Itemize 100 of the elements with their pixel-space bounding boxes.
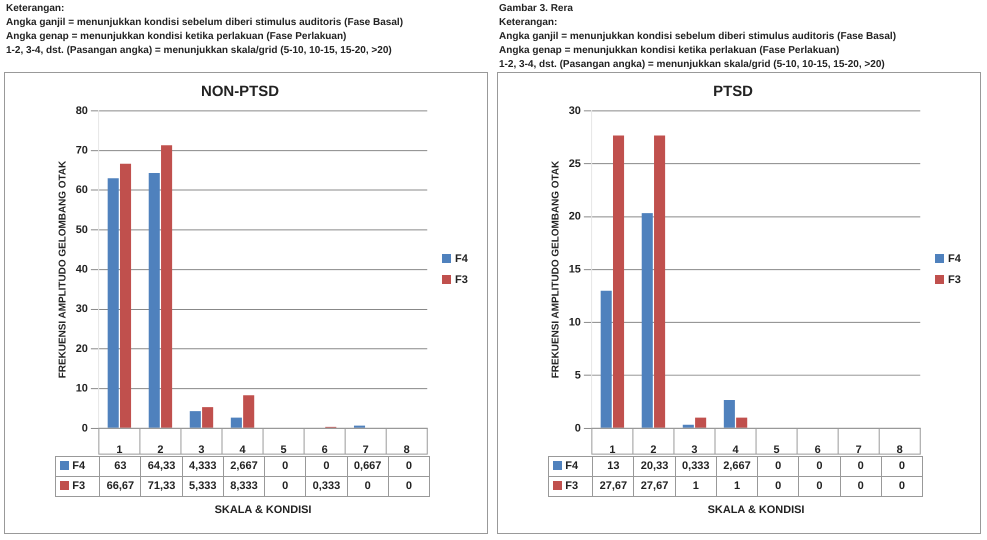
data-label: 1	[716, 476, 758, 496]
data-label: 0,333	[675, 456, 716, 476]
text: 1-2, 3-4, dst. (Pasangan angka) = menunjukkan skala/grid (5-10, 10-15, 15-20, >20)	[6, 44, 393, 58]
data-label: 13	[592, 456, 634, 476]
bar	[642, 213, 653, 428]
x-tick-label: 2	[157, 444, 164, 456]
legend-label: F4	[72, 460, 86, 472]
data-label: 0,667	[347, 456, 388, 476]
bar	[612, 135, 624, 428]
x-tick-label: 8	[404, 444, 410, 456]
bar	[202, 407, 214, 428]
x-tick-label: 3	[691, 444, 698, 456]
text: F4	[948, 253, 961, 266]
y-tick-label: 20	[568, 210, 581, 223]
y-tick-label: 0	[574, 422, 581, 434]
x-tick-label: 4	[732, 444, 740, 456]
y-tick-label: 25	[568, 158, 581, 170]
data-label: 5,333	[182, 476, 224, 496]
x-axis-title: SKALA & KONDISI	[708, 504, 804, 516]
bar	[600, 290, 612, 428]
text: Keterangan:	[499, 16, 558, 30]
bar	[695, 418, 706, 428]
y-tick-label: 40	[76, 264, 88, 276]
bar	[190, 411, 201, 428]
chart-title: NON-PTSD	[201, 83, 280, 100]
data-label: 0	[840, 456, 882, 476]
data-label: 0	[388, 456, 430, 476]
bar	[230, 418, 242, 428]
data-label: 0	[798, 476, 840, 496]
data-label: 27,67	[592, 476, 634, 496]
text: Keterangan:	[6, 2, 66, 16]
bar	[736, 418, 748, 428]
y-tick-label: 10	[76, 382, 88, 395]
data-label: 0	[264, 476, 306, 496]
x-tick-label: 5	[280, 444, 287, 456]
data-label: 27,67	[634, 476, 676, 496]
data-label: 8,333	[223, 476, 265, 496]
data-label: 0,333	[306, 476, 348, 496]
y-tick-label: 10	[568, 316, 581, 328]
x-tick-label: 6	[814, 444, 821, 456]
x-tick-label: 7	[362, 444, 369, 456]
legend-label: F4	[565, 460, 578, 472]
data-label: 0	[881, 456, 922, 476]
x-tick-label: 2	[650, 444, 656, 456]
data-label: 0	[388, 476, 430, 496]
bar	[148, 173, 160, 428]
data-label: 0	[347, 476, 388, 496]
chart-title: PTSD	[713, 83, 754, 100]
data-label: 63	[100, 456, 141, 476]
data-label: 0	[306, 456, 348, 476]
x-tick-label: 8	[896, 444, 903, 456]
text: Angka ganjil = menunjukkan kondisi sebelum diberi stimulus auditoris (Fase Basal)	[499, 30, 898, 44]
data-label: 0	[798, 456, 840, 476]
y-tick-label: 5	[574, 369, 581, 382]
bar	[108, 178, 119, 428]
y-tick-label: 30	[568, 104, 581, 117]
y-tick-label: 15	[568, 264, 581, 276]
text: F3	[455, 274, 468, 286]
data-label: 0	[840, 476, 882, 496]
y-tick-label: 0	[82, 422, 88, 434]
bar	[120, 164, 132, 428]
text: F3	[948, 274, 961, 286]
bar	[654, 135, 666, 428]
x-axis-title: SKALA & KONDISI	[214, 504, 312, 516]
text: Angka genap = menunjukkan kondisi ketika perlakuan (Fase Perlakuan)	[6, 30, 348, 44]
text: F4	[455, 253, 468, 266]
y-tick-label: 80	[76, 104, 88, 117]
x-tick-label: 3	[198, 444, 205, 456]
y-tick-label: 30	[76, 303, 88, 316]
x-tick-label: 5	[774, 444, 780, 456]
y-axis-title: FREKUENSI AMPLITUDO GELOMBANG OTAK	[58, 160, 68, 378]
data-label: 71,33	[140, 476, 182, 496]
bar	[724, 400, 735, 428]
data-label: 0	[881, 476, 922, 496]
x-tick-label: 6	[322, 444, 328, 456]
text: 1-2, 3-4, dst. (Pasangan angka) = menunjukkan skala/grid (5-10, 10-15, 15-20, >20)	[499, 58, 886, 72]
x-tick-label: 7	[856, 444, 862, 456]
data-label: 64,33	[140, 456, 182, 476]
bar	[161, 145, 172, 428]
legend-label: F3	[565, 480, 578, 492]
data-label: 0	[264, 456, 306, 476]
text: Angka genap = menunjukkan kondisi ketika perlakuan (Fase Perlakuan)	[499, 44, 840, 58]
x-tick-label: 1	[609, 444, 616, 456]
bar	[682, 424, 694, 428]
y-tick-label: 20	[76, 342, 88, 355]
x-tick-label: 4	[239, 444, 246, 456]
data-label: 4,333	[182, 456, 224, 476]
x-tick-label: 1	[116, 444, 122, 456]
data-label: 66,67	[100, 476, 141, 496]
y-axis-title: FREKUENSI AMPLITUDO GELOMBANG OTAK	[550, 160, 562, 378]
y-tick-label: 70	[76, 144, 88, 157]
y-tick-label: 60	[76, 184, 88, 196]
data-label: 20,33	[634, 456, 676, 476]
bar	[243, 395, 254, 428]
y-tick-label: 50	[76, 224, 88, 236]
data-label: 1	[675, 476, 716, 496]
data-label: 2,667	[223, 456, 265, 476]
data-label: 0	[758, 476, 799, 496]
data-label: 0	[758, 456, 799, 476]
text: Gambar 3. Rera	[499, 2, 574, 16]
